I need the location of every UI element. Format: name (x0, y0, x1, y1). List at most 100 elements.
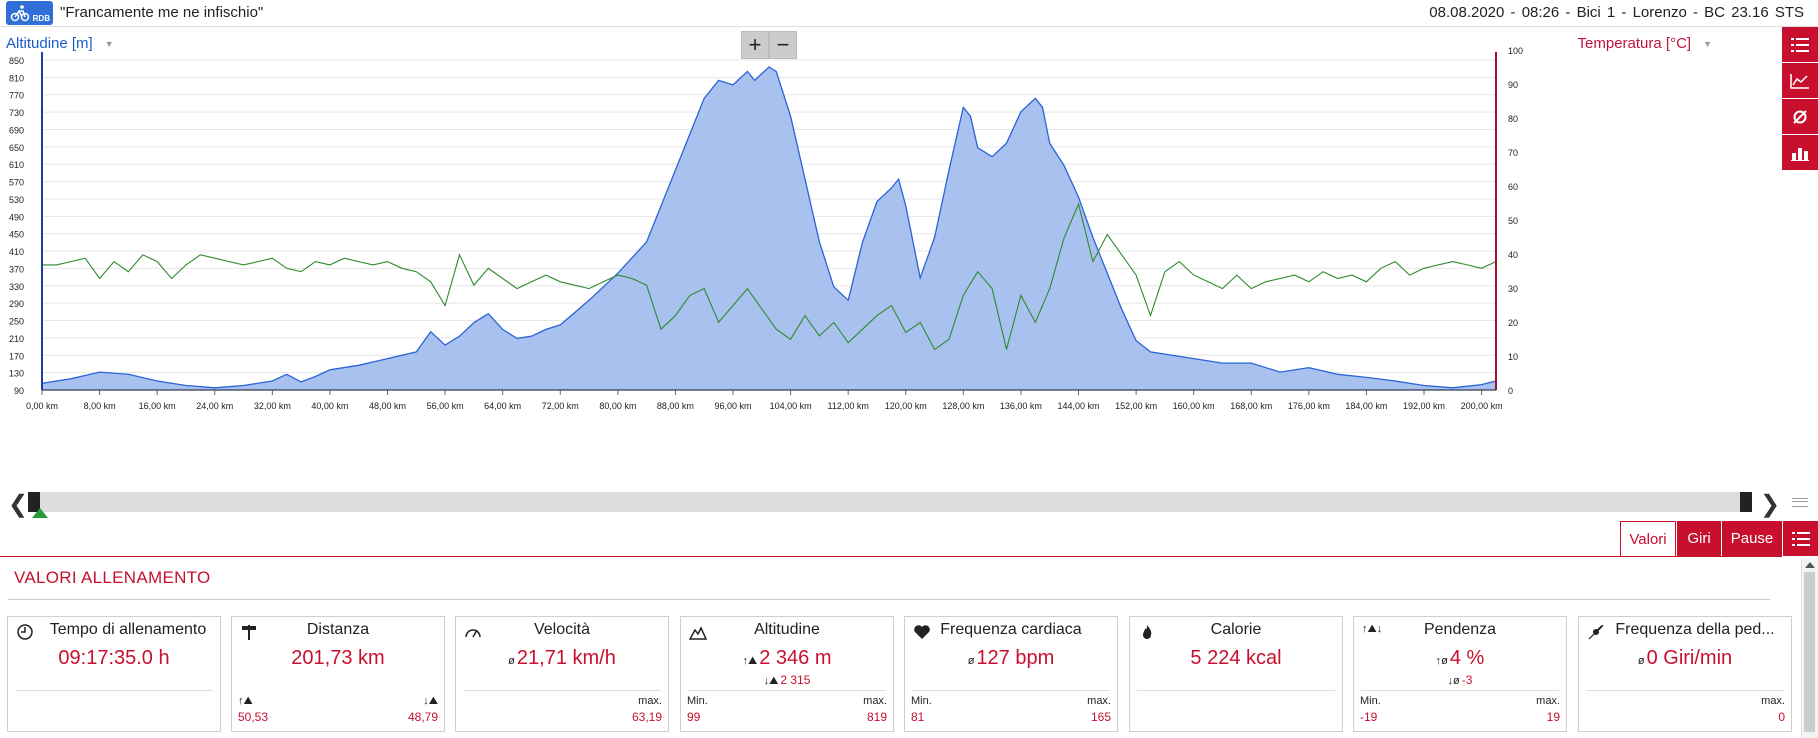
left-tick-label: 690 (9, 125, 24, 135)
card-value-row: ø 127 bpm (905, 647, 1117, 670)
left-tick-label: 810 (9, 73, 24, 83)
left-tick-label: 850 (9, 56, 24, 66)
list-button[interactable] (1782, 27, 1818, 63)
workout-meta: 08.08.2020 - 08:26 - Bici 1 - Lorenzo - … (1429, 4, 1804, 21)
range-track[interactable] (40, 492, 1740, 512)
right-tick-label: 20 (1508, 318, 1518, 328)
downhill-icon: ↓⛰ (423, 695, 438, 707)
x-tick-label: 128,00 km (942, 401, 984, 411)
card-max-label: max. (1536, 695, 1560, 707)
x-tick-label: 72,00 km (542, 401, 579, 411)
card-title: Calorie (1210, 621, 1262, 638)
card-min-label: Min. (911, 695, 932, 707)
left-tick-label: 370 (9, 264, 24, 274)
card-title: Altitudine (754, 621, 820, 638)
range-selector[interactable]: ❮ ❯ (0, 486, 1818, 518)
range-marker[interactable] (32, 508, 48, 518)
right-tick-label: 30 (1508, 284, 1518, 294)
card-divider (1137, 690, 1335, 691)
x-tick-label: 88,00 km (657, 401, 694, 411)
card-downhill-value: 48,79 (407, 710, 438, 724)
card-divider (688, 690, 886, 691)
left-tick-label: 570 (9, 178, 24, 188)
logo-text: RDB (32, 14, 50, 23)
tab-list-button[interactable] (1783, 521, 1818, 556)
zoom-in-button[interactable]: + (741, 31, 769, 59)
range-start-handle[interactable] (28, 492, 40, 512)
card-value: 09:17:35.0 h (58, 647, 170, 669)
temperature-line (42, 202, 1497, 351)
card-value: 201,73 km (291, 647, 385, 669)
card-uphill-value: 50,53 (238, 710, 269, 724)
left-tick-label: 210 (9, 334, 24, 344)
list-icon (1791, 37, 1809, 52)
drag-handle-icon[interactable] (1792, 498, 1808, 507)
x-tick-label: 56,00 km (427, 401, 464, 411)
section-title: VALORI ALLENAMENTO (14, 568, 211, 587)
tab-pause[interactable]: Pause (1722, 521, 1782, 556)
line-chart-button[interactable] (1782, 63, 1818, 99)
card-max-label: max. (1087, 695, 1111, 707)
left-tick-label: 330 (9, 282, 24, 292)
speedometer-icon (465, 629, 481, 638)
left-tick-label: 450 (9, 230, 24, 240)
card-tempo: Tempo di allenamento 09:17:35.0 h (7, 616, 221, 732)
range-end-handle[interactable] (1740, 492, 1752, 512)
card-sub-value: -3 (1461, 673, 1473, 687)
scroll-up-icon[interactable] (1805, 562, 1815, 568)
vertical-scrollbar[interactable] (1801, 558, 1818, 738)
card-min-label: Min. (1360, 695, 1381, 707)
downhill-icon: ↓⛰ (763, 675, 779, 687)
left-axis-selector[interactable]: Altitudine [m] ▼ (6, 35, 114, 52)
left-tick-label: 130 (9, 369, 24, 379)
card-max-label: max. (863, 695, 887, 707)
mountain-icon (689, 626, 707, 640)
clock-icon (17, 624, 33, 640)
tab-valori[interactable]: Valori (1620, 521, 1676, 556)
card-value: 127 bpm (976, 647, 1055, 669)
chevron-right-icon[interactable]: ❯ (1760, 491, 1781, 518)
altitude-temperature-chart[interactable]: 850 810 770 730 690 650 610 570 530 490 450 410 370 3… (0, 27, 1780, 482)
chevron-left-icon[interactable]: ❮ (8, 491, 29, 518)
bar-chart-icon (1791, 147, 1809, 161)
tab-giri[interactable]: Giri (1677, 521, 1721, 556)
workout-title: "Francamente me ne infischio" (60, 4, 264, 21)
card-divider (1361, 690, 1559, 691)
chevron-down-icon[interactable]: ▼ (1703, 39, 1712, 50)
card-pendenza: ↑⛰↓ Pendenza ↑ø 4 % ↓ø -3 Min. max. -19 19 (1353, 616, 1567, 732)
app-logo: RDB (6, 1, 53, 25)
x-tick-label: 136,00 km (1000, 401, 1042, 411)
left-axis-label: Altitudine [m] (6, 35, 93, 52)
card-divider (1586, 690, 1784, 691)
right-axis-label: Temperatura [°C] (1577, 35, 1692, 52)
right-tick-label: 10 (1508, 352, 1518, 362)
card-title: Tempo di allenamento (49, 621, 207, 638)
chart-area: Altitudine [m] ▼ + − Temperatura [°C] ▼ 85… (0, 27, 1780, 482)
uphill-icon: ↑⛰ (238, 695, 253, 707)
chevron-down-icon[interactable]: ▼ (104, 39, 114, 50)
heart-icon (914, 625, 930, 639)
right-axis-selector[interactable]: Temperatura [°C] ▼ (1578, 35, 1712, 52)
card-min-value: -19 (1360, 710, 1378, 724)
x-tick-label: 112,00 km (827, 401, 868, 411)
card-min-label: Min. (687, 695, 708, 707)
card-divider (912, 690, 1110, 691)
card-value: 4 % (1449, 647, 1485, 669)
flame-icon (1143, 625, 1152, 639)
left-tick-label: 730 (9, 108, 24, 118)
left-tick-label: 90 (14, 386, 24, 396)
bar-chart-button[interactable] (1782, 135, 1818, 171)
left-tick-label: 290 (9, 299, 24, 309)
average-symbol: ø (967, 655, 975, 667)
x-tick-label: 16,00 km (139, 401, 176, 411)
card-sub-row: ↓ø -3 (1354, 673, 1566, 687)
left-tick-label: 770 (9, 91, 24, 101)
average-button[interactable] (1782, 99, 1818, 135)
scroll-thumb[interactable] (1804, 572, 1815, 732)
left-tick-label: 650 (9, 143, 24, 153)
card-title: Pendenza (1423, 621, 1497, 638)
card-calorie: Calorie 5 224 kcal (1129, 616, 1343, 732)
card-value: 21,71 km/h (516, 647, 616, 669)
zoom-out-button[interactable]: − (769, 31, 797, 59)
